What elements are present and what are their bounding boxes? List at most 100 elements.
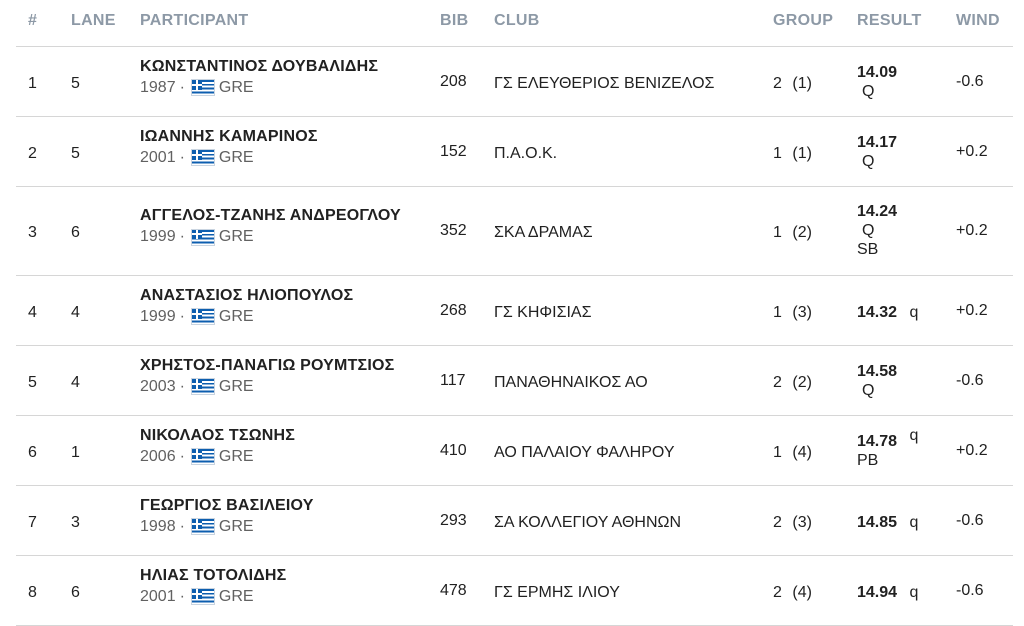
group-position: (1) <box>792 74 812 92</box>
group-number: 2 <box>773 583 782 601</box>
table-row[interactable]: 2 5 ΙΩΑΝΝΗΣ ΚΑΜΑΡΙΝΟΣ 2001 · GRE 152 Π.Α… <box>16 117 1013 187</box>
participant-name[interactable]: ΚΩΝΣΤΑΝΤΙΝΟΣ ΔΟΥΒΑΛΙΔΗΣ <box>140 57 379 75</box>
group: 2 (4) <box>773 584 812 602</box>
rank: 8 <box>28 583 37 601</box>
birth-year: 1999 <box>140 307 176 325</box>
club: ΓΣ ΕΡΜΗΣ ΙΛΙΟΥ <box>494 583 620 601</box>
result-mark: 14.32 <box>857 303 898 321</box>
club: ΑΟ ΠΑΛΑΙΟΥ ΦΑΛΗΡΟΥ <box>494 443 675 461</box>
qualification-mark: Q <box>862 222 875 239</box>
wind: +0.2 <box>956 301 988 319</box>
result: 14.78 q PB <box>857 427 918 470</box>
participant[interactable]: ΑΓΓΕΛΟΣ-ΤΖΑΝΗΣ ΑΝΔΡΕΟΓΛΟΥ 1999 · GRE <box>140 207 401 246</box>
table-row[interactable]: 3 6 ΑΓΓΕΛΟΣ-ΤΖΑΝΗΣ ΑΝΔΡΕΟΓΛΟΥ 1999 · GRE… <box>16 187 1013 276</box>
wind: -0.6 <box>956 581 984 599</box>
wind: +0.2 <box>956 441 988 459</box>
col-participant-header: PARTICIPANT <box>140 12 249 29</box>
separator-dot: · <box>179 307 185 325</box>
greece-flag-icon <box>190 378 215 395</box>
birth-year: 1999 <box>140 228 176 245</box>
separator-dot: · <box>179 517 185 535</box>
result: 14.24 Q SB <box>857 203 905 259</box>
group-position: (3) <box>792 513 812 531</box>
record-note: PB <box>857 451 879 469</box>
participant-meta: 2003 · GRE <box>140 378 394 396</box>
participant-name[interactable]: ΙΩΑΝΝΗΣ ΚΑΜΑΡΙΝΟΣ <box>140 127 318 145</box>
participant-name[interactable]: ΓΕΩΡΓΙΟΣ ΒΑΣΙΛΕΙΟΥ <box>140 496 314 514</box>
participant-name[interactable]: ΝΙΚΟΛΑΟΣ ΤΣΩΝΗΣ <box>140 426 296 444</box>
bib: 352 <box>440 222 467 239</box>
greece-flag-icon <box>190 518 215 535</box>
bib: 410 <box>440 441 467 459</box>
table-row[interactable]: 7 3 ΓΕΩΡΓΙΟΣ ΒΑΣΙΛΕΙΟΥ 1998 · GRE 293 ΣΑ… <box>16 486 1013 556</box>
group: 2 (1) <box>773 75 812 93</box>
participant[interactable]: ΙΩΑΝΝΗΣ ΚΑΜΑΡΙΝΟΣ 2001 · GRE <box>140 128 318 167</box>
group-number: 1 <box>773 443 782 461</box>
participant[interactable]: ΗΛΙΑΣ ΤΟΤΟΛΙΔΗΣ 2001 · GRE <box>140 567 286 606</box>
rank: 4 <box>28 303 37 321</box>
participant-name[interactable]: ΑΝΑΣΤΑΣΙΟΣ ΗΛΙΟΠΟΥΛΟΣ <box>140 286 354 304</box>
participant-name[interactable]: ΗΛΙΑΣ ΤΟΤΟΛΙΔΗΣ <box>140 566 287 584</box>
table-row[interactable]: 8 6 ΗΛΙΑΣ ΤΟΤΟΛΙΔΗΣ 2001 · GRE 478 ΓΣ ΕΡ… <box>16 556 1013 626</box>
result-mark: 14.09 <box>857 63 898 81</box>
col-group-header: GROUP <box>773 12 834 29</box>
club: Π.Α.Ο.Κ. <box>494 144 558 162</box>
table-row[interactable]: 1 5 ΚΩΝΣΤΑΝΤΙΝΟΣ ΔΟΥΒΑΛΙΔΗΣ 1987 · GRE 2… <box>16 47 1013 117</box>
qualification-mark: Q <box>862 381 875 399</box>
wind: +0.2 <box>956 142 988 160</box>
bib: 152 <box>440 142 467 160</box>
greece-flag-icon <box>190 79 215 96</box>
table-row[interactable]: 6 1 ΝΙΚΟΛΑΟΣ ΤΣΩΝΗΣ 2006 · GRE 410 ΑΟ ΠΑ… <box>16 416 1013 486</box>
participant[interactable]: ΚΩΝΣΤΑΝΤΙΝΟΣ ΔΟΥΒΑΛΙΔΗΣ 1987 · GRE <box>140 58 378 97</box>
wind: -0.6 <box>956 72 984 90</box>
participant[interactable]: ΧΡΗΣΤΟΣ-ΠΑΝΑΓΙΩ ΡΟΥΜΤΣΙΟΣ 2003 · GRE <box>140 357 394 396</box>
birth-year: 2001 <box>140 148 176 166</box>
participant[interactable]: ΑΝΑΣΤΑΣΙΟΣ ΗΛΙΟΠΟΥΛΟΣ 1999 · GRE <box>140 287 353 326</box>
result-mark: 14.94 <box>857 583 898 601</box>
col-rank-header: # <box>28 12 38 29</box>
group-number: 1 <box>773 224 782 241</box>
participant-name[interactable]: ΧΡΗΣΤΟΣ-ΠΑΝΑΓΙΩ ΡΟΥΜΤΣΙΟΣ <box>140 356 395 374</box>
greece-flag-icon <box>190 149 215 166</box>
participant-name[interactable]: ΑΓΓΕΛΟΣ-ΤΖΑΝΗΣ ΑΝΔΡΕΟΓΛΟΥ <box>140 207 401 224</box>
group-position: (2) <box>792 224 812 241</box>
group-position: (4) <box>792 583 812 601</box>
result: 14.94 q <box>857 584 918 602</box>
participant[interactable]: ΝΙΚΟΛΑΟΣ ΤΣΩΝΗΣ 2006 · GRE <box>140 427 295 466</box>
table-row[interactable]: 5 4 ΧΡΗΣΤΟΣ-ΠΑΝΑΓΙΩ ΡΟΥΜΤΣΙΟΣ 2003 · GRE… <box>16 346 1013 416</box>
group-number: 2 <box>773 513 782 531</box>
col-bib-header: BIB <box>440 12 469 29</box>
birth-year: 1987 <box>140 78 176 96</box>
group: 1 (1) <box>773 145 812 163</box>
group: 1 (2) <box>773 224 812 242</box>
bib: 117 <box>440 371 466 389</box>
rank: 5 <box>28 373 37 391</box>
bib: 208 <box>440 72 467 90</box>
col-result-header: RESULT <box>857 12 922 29</box>
country-code: GRE <box>218 377 254 395</box>
lane: 5 <box>71 74 80 92</box>
result-mark: 14.24 <box>857 203 898 220</box>
qualification-inline: q <box>909 513 919 531</box>
country-code: GRE <box>218 78 254 96</box>
bib: 478 <box>440 581 467 599</box>
birth-year: 2001 <box>140 587 176 605</box>
lane: 6 <box>71 224 80 241</box>
qualification-inline: q <box>909 303 919 321</box>
separator-dot: · <box>179 377 185 395</box>
participant[interactable]: ΓΕΩΡΓΙΟΣ ΒΑΣΙΛΕΙΟΥ 1998 · GRE <box>140 497 314 536</box>
table-row[interactable]: 4 4 ΑΝΑΣΤΑΣΙΟΣ ΗΛΙΟΠΟΥΛΟΣ 1999 · GRE 268… <box>16 276 1013 346</box>
separator-dot: · <box>179 587 185 605</box>
separator-dot: · <box>179 78 185 96</box>
country-code: GRE <box>218 307 254 325</box>
country-code: GRE <box>218 447 254 465</box>
result: 14.32 q <box>857 304 918 322</box>
group-position: (3) <box>792 303 812 321</box>
rank: 1 <box>28 74 37 92</box>
group-position: (2) <box>792 373 812 391</box>
lane: 6 <box>71 583 80 601</box>
result: 14.58 Q <box>857 363 905 400</box>
col-club-header: CLUB <box>494 12 540 29</box>
record-note: SB <box>857 241 879 258</box>
club: ΣΚΑ ΔΡΑΜΑΣ <box>494 224 593 241</box>
